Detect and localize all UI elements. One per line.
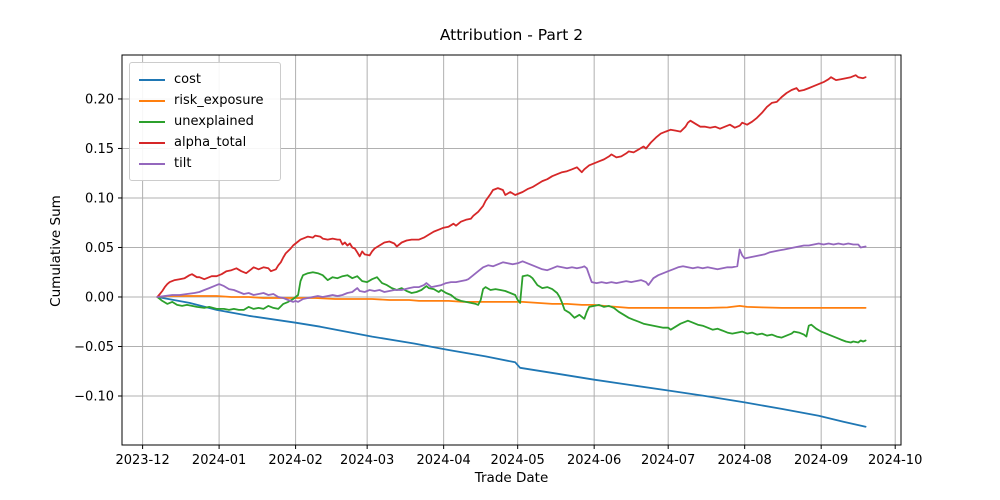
legend-line-sample-tilt bbox=[139, 162, 165, 165]
legend-line-sample-cost bbox=[139, 78, 165, 81]
axes-spines bbox=[121, 54, 902, 446]
x-tick-label: 2024-08 bbox=[718, 453, 772, 468]
legend-item-unexplained: unexplained bbox=[139, 111, 270, 132]
legend-label: unexplained bbox=[174, 114, 254, 129]
legend-label: risk_exposure bbox=[174, 93, 264, 108]
series-line-alpha_total bbox=[156, 74, 867, 298]
legend-label: cost bbox=[174, 72, 201, 87]
legend-item-alpha_total: alpha_total bbox=[139, 132, 270, 153]
y-tick-label: −0.10 bbox=[74, 389, 114, 404]
series-line-tilt bbox=[156, 242, 867, 303]
x-tick-label: 2024-04 bbox=[416, 453, 470, 468]
x-axis-label: Trade Date bbox=[474, 470, 549, 486]
x-tick-label: 2024-10 bbox=[868, 453, 922, 468]
legend-item-cost: cost bbox=[139, 69, 270, 90]
series-line-cost bbox=[156, 296, 867, 428]
y-tick-label: 0.00 bbox=[85, 290, 114, 305]
x-tick-label: 2024-06 bbox=[567, 453, 621, 468]
x-tick-label: 2024-01 bbox=[192, 453, 246, 468]
legend-item-tilt: tilt bbox=[139, 153, 270, 174]
x-tick-label: 2024-03 bbox=[340, 453, 394, 468]
series-line-unexplained bbox=[156, 271, 867, 344]
y-tick-label: 0.05 bbox=[85, 241, 114, 256]
y-tick-label: 0.10 bbox=[85, 191, 114, 206]
x-tick-label: 2024-02 bbox=[268, 453, 322, 468]
x-tick-label: 2024-07 bbox=[641, 453, 695, 468]
x-tick-label: 2023-12 bbox=[115, 453, 169, 468]
y-axis-label: Cumulative Sum bbox=[48, 195, 64, 307]
legend-label: tilt bbox=[174, 156, 192, 171]
series-line-risk_exposure bbox=[156, 295, 867, 309]
y-tick-label: 0.15 bbox=[85, 142, 114, 157]
x-tick-label: 2024-09 bbox=[794, 453, 848, 468]
legend-line-sample-unexplained bbox=[139, 120, 165, 123]
legend-line-sample-alpha_total bbox=[139, 141, 165, 144]
y-tick-label: −0.05 bbox=[74, 340, 114, 355]
chart-title: Attribution - Part 2 bbox=[439, 26, 584, 44]
legend-label: alpha_total bbox=[174, 135, 247, 150]
y-tick-label: 0.20 bbox=[85, 92, 114, 107]
legend-line-sample-risk_exposure bbox=[139, 99, 165, 102]
x-tick-label: 2024-05 bbox=[491, 453, 545, 468]
legend-item-risk_exposure: risk_exposure bbox=[139, 90, 270, 111]
